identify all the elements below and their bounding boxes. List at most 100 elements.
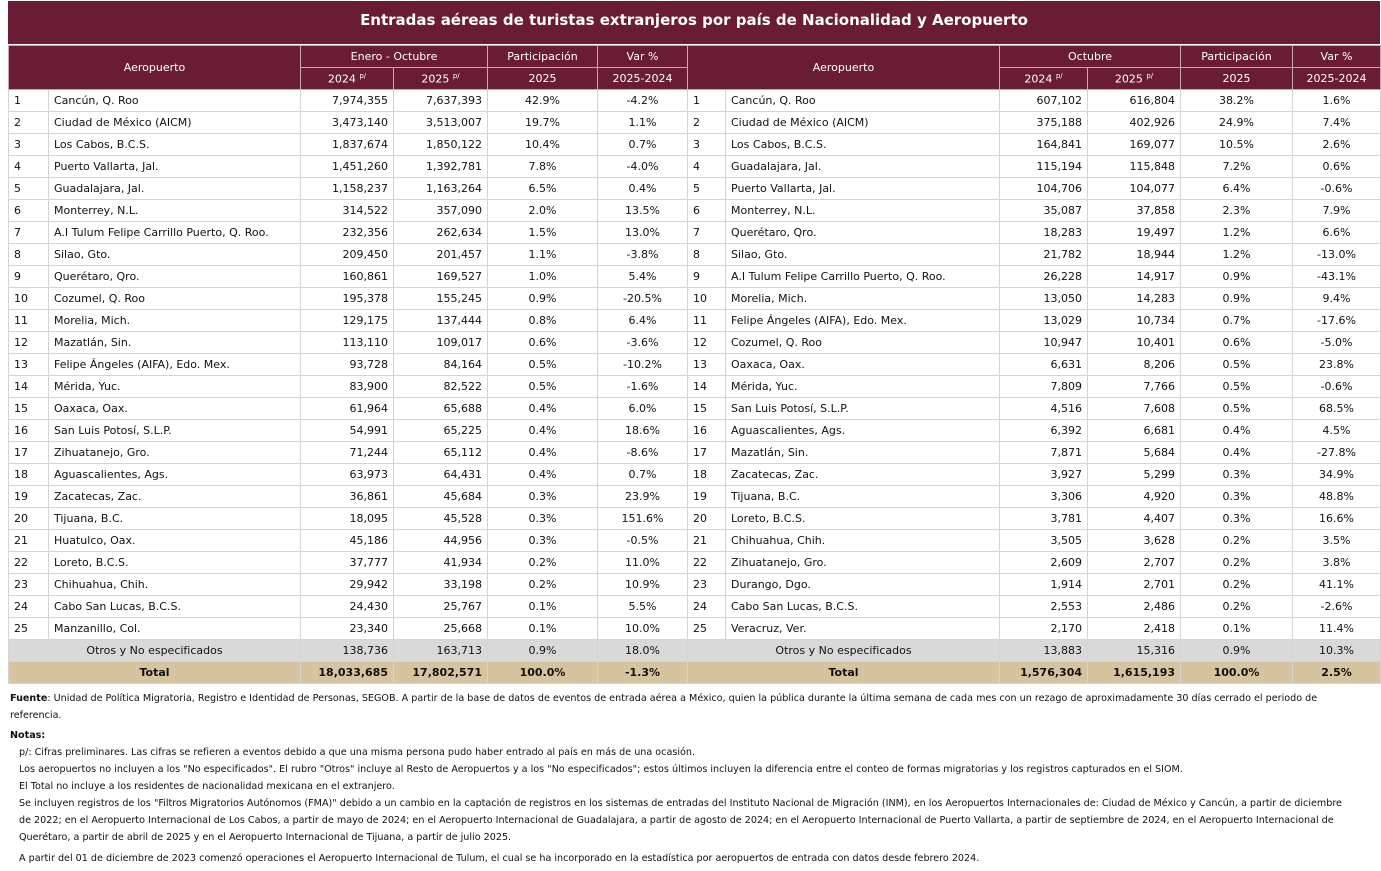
share: 0.8%	[487, 309, 598, 332]
header-airport: Aeropuerto	[8, 45, 301, 90]
rank: 23	[687, 573, 726, 596]
share: 10.4%	[487, 133, 598, 156]
preliminary-mark: p/	[359, 71, 367, 80]
share: 1.2%	[1180, 243, 1293, 266]
value-2025: 65,225	[393, 419, 488, 442]
share: 0.5%	[1180, 397, 1293, 420]
airport: Cabo San Lucas, B.C.S.	[48, 595, 301, 618]
value-2024: 21,782	[999, 243, 1088, 266]
airport: Morelia, Mich.	[48, 309, 301, 332]
value-2025: 1,392,781	[393, 155, 488, 178]
value-2024: 83,900	[300, 375, 394, 398]
value-2025: 104,077	[1087, 177, 1181, 200]
rank: 16	[8, 419, 49, 442]
rank: 4	[687, 155, 726, 178]
rank: 7	[8, 221, 49, 244]
value-2025: 7,608	[1087, 397, 1181, 420]
airport: Mazatlán, Sin.	[48, 331, 301, 354]
rank: 6	[687, 199, 726, 222]
change: 10.9%	[597, 573, 688, 596]
airport: Oaxaca, Oax.	[725, 353, 1000, 376]
notes-label: Notas:	[10, 727, 1355, 744]
share: 0.2%	[1180, 573, 1293, 596]
share: 0.9%	[1180, 287, 1293, 310]
value-2025: 33,198	[393, 573, 488, 596]
rank: 14	[687, 375, 726, 398]
header-change-years: 2025-2024	[1292, 67, 1381, 90]
rank: 22	[8, 551, 49, 574]
value-2025: 8,206	[1087, 353, 1181, 376]
share: 0.3%	[1180, 485, 1293, 508]
change: 0.4%	[597, 177, 688, 200]
value-2024: 23,340	[300, 617, 394, 640]
value-2025: 25,767	[393, 595, 488, 618]
value-2025: 163,713	[393, 639, 488, 662]
value-2024: 37,777	[300, 551, 394, 574]
source-label: Fuente	[10, 693, 48, 704]
others-row: Otros y No especificados 138,736 163,713 0.…	[8, 639, 1381, 662]
header-year: 2025 p/	[1087, 67, 1181, 90]
change: -10.2%	[597, 353, 688, 376]
value-2024: 26,228	[999, 265, 1088, 288]
value-2024: 1,158,237	[300, 177, 394, 200]
value-2024: 7,871	[999, 441, 1088, 464]
value-2024: 4,516	[999, 397, 1088, 420]
note-items: p/: Cifras preliminares. Las cifras se r…	[10, 744, 1355, 867]
header-year: 2024 p/	[300, 67, 394, 90]
share: 7.2%	[1180, 155, 1293, 178]
change: 13.0%	[597, 221, 688, 244]
share: 0.5%	[487, 353, 598, 376]
value-2024: 209,450	[300, 243, 394, 266]
change: 0.7%	[597, 133, 688, 156]
airport: Morelia, Mich.	[725, 287, 1000, 310]
rank: 8	[8, 243, 49, 266]
share: 0.3%	[487, 507, 598, 530]
change: -0.6%	[1292, 177, 1381, 200]
value-2024: 115,194	[999, 155, 1088, 178]
value-2024: 29,942	[300, 573, 394, 596]
share: 0.4%	[487, 397, 598, 420]
table-row: 10 Cozumel, Q. Roo 195,378 155,245 0.9% -20.5…	[8, 287, 1381, 310]
airport: A.I Tulum Felipe Carrillo Puerto, Q. Roo…	[725, 265, 1000, 288]
total-label: Total	[8, 661, 301, 684]
share: 0.1%	[487, 617, 598, 640]
share: 1.2%	[1180, 221, 1293, 244]
airport: Zihuatanejo, Gro.	[48, 441, 301, 464]
share: 0.2%	[1180, 529, 1293, 552]
airport: Silao, Gto.	[48, 243, 301, 266]
change: 3.5%	[1292, 529, 1381, 552]
change: 6.4%	[597, 309, 688, 332]
change: 6.0%	[597, 397, 688, 420]
change: 5.5%	[597, 595, 688, 618]
table-row: 7 A.I Tulum Felipe Carrillo Puerto, Q. Ro…	[8, 221, 1381, 244]
share: 0.2%	[487, 573, 598, 596]
airport: Guadalajara, Jal.	[725, 155, 1000, 178]
note-item: p/: Cifras preliminares. Las cifras se r…	[19, 747, 695, 758]
total-label: Total	[687, 661, 1000, 684]
share: 0.3%	[1180, 463, 1293, 486]
change: -4.0%	[597, 155, 688, 178]
change: -17.6%	[1292, 309, 1381, 332]
table-row: 12 Mazatlán, Sin. 113,110 109,017 0.6% -3.6% 1…	[8, 331, 1381, 354]
value-2025: 64,431	[393, 463, 488, 486]
table-row: 20 Tijuana, B.C. 18,095 45,528 0.3% 151.6% 20 L…	[8, 507, 1381, 530]
value-2025: 3,513,007	[393, 111, 488, 134]
change: 16.6%	[1292, 507, 1381, 530]
airport: Oaxaca, Oax.	[48, 397, 301, 420]
share: 0.1%	[1180, 617, 1293, 640]
rank: 20	[8, 507, 49, 530]
value-2025: 45,528	[393, 507, 488, 530]
share: 0.3%	[487, 529, 598, 552]
rank: 13	[687, 353, 726, 376]
value-2024: 13,029	[999, 309, 1088, 332]
value-2025: 44,956	[393, 529, 488, 552]
value-2025: 7,637,393	[393, 89, 488, 112]
header-share: Participación	[487, 45, 598, 68]
header-share-year: 2025	[1180, 67, 1293, 90]
table-row: 6 Monterrey, N.L. 314,522 357,090 2.0% 13.5% 6…	[8, 199, 1381, 222]
value-2024: 2,609	[999, 551, 1088, 574]
value-2025: 65,112	[393, 441, 488, 464]
header-year: 2024 p/	[999, 67, 1088, 90]
value-2025: 1,615,193	[1087, 661, 1181, 684]
